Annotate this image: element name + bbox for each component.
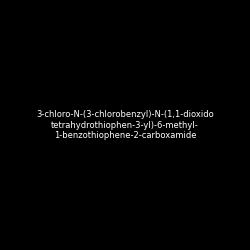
Text: 3-chloro-N-(3-chlorobenzyl)-N-(1,1-dioxido
tetrahydrothiophen-3-yl)-6-methyl-
1-: 3-chloro-N-(3-chlorobenzyl)-N-(1,1-dioxi… <box>36 110 214 140</box>
